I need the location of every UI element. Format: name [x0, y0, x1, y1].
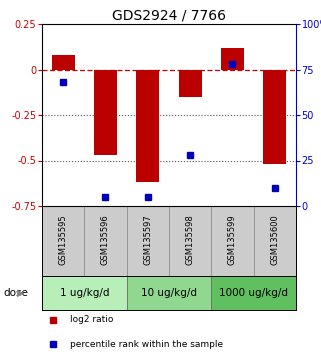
Text: GSM135595: GSM135595 [59, 214, 68, 265]
Bar [221, 48, 244, 69]
Text: GSM135597: GSM135597 [143, 214, 152, 265]
Title: GDS2924 / 7766: GDS2924 / 7766 [112, 9, 226, 23]
Bar [254, 206, 296, 276]
Text: 10 ug/kg/d: 10 ug/kg/d [141, 288, 197, 298]
Bar [211, 276, 296, 310]
Bar [211, 206, 254, 276]
Bar [169, 206, 211, 276]
Text: GSM135598: GSM135598 [186, 214, 195, 265]
Bar [94, 69, 117, 155]
Bar [127, 276, 211, 310]
Text: ▶: ▶ [17, 288, 25, 298]
Text: GSM135596: GSM135596 [101, 214, 110, 265]
Bar [136, 69, 160, 182]
Bar [52, 55, 75, 69]
Text: dose: dose [3, 288, 28, 298]
Bar [84, 206, 127, 276]
Bar [42, 276, 127, 310]
Text: 1 ug/kg/d: 1 ug/kg/d [60, 288, 109, 298]
Bar [127, 206, 169, 276]
Text: log2 ratio: log2 ratio [70, 315, 113, 324]
Bar [178, 69, 202, 97]
Text: GSM135599: GSM135599 [228, 214, 237, 265]
Text: GSM135600: GSM135600 [270, 214, 279, 265]
Bar [263, 69, 286, 164]
Bar [42, 206, 84, 276]
Text: percentile rank within the sample: percentile rank within the sample [70, 340, 223, 349]
Text: 1000 ug/kg/d: 1000 ug/kg/d [219, 288, 288, 298]
